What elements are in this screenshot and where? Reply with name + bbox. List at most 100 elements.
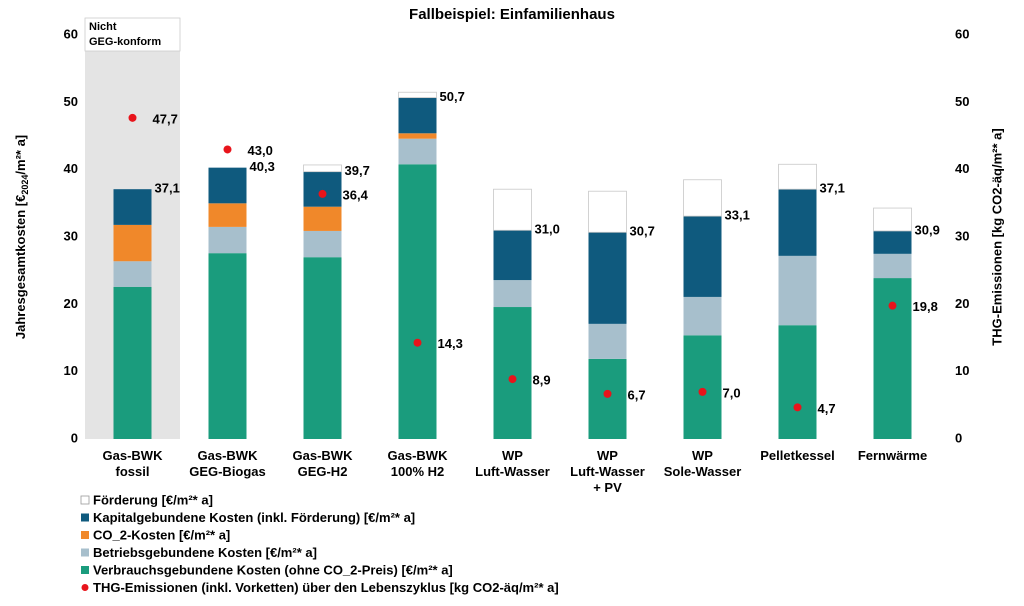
x-tick-label-line: Gas-BWK	[198, 448, 259, 463]
total-label: 30,9	[915, 222, 940, 237]
bar-segment	[398, 97, 437, 134]
bar-segment	[683, 216, 722, 297]
legend-label: Betriebsgebundene Kosten [€/m²* a]	[93, 545, 317, 560]
emission-point	[318, 189, 327, 198]
x-tick-label: Gas-BWK GEG-H2	[293, 448, 354, 479]
y-tick-label: 30	[64, 228, 78, 243]
annotation: GEG-konform	[89, 36, 161, 48]
y2-tick-label: 50	[955, 94, 969, 109]
legend-marker	[81, 531, 89, 539]
y-tick-label: 10	[64, 363, 78, 378]
total-label: 37,1	[155, 181, 180, 196]
emission-point	[128, 113, 137, 122]
x-tick-label-line: Fernwärme	[858, 448, 927, 463]
legend-marker	[80, 495, 90, 505]
x-tick-label-line: Sole-Wasser	[664, 464, 742, 479]
y-tick-label: 20	[64, 296, 78, 311]
y-tick-label: 60	[64, 26, 78, 41]
x-tick-label-line: WP	[597, 448, 618, 463]
x-tick-label: Gas-BWK fossil	[103, 448, 164, 479]
x-tick-label: Pelletkessel	[760, 448, 834, 463]
y2-axis-title: THG-Emissionen [kg CO2-äq/m²* a]	[989, 128, 1004, 345]
x-tick-label-line: Pelletkessel	[760, 448, 834, 463]
x-tick-label-line: Luft-Wasser	[475, 464, 550, 479]
emission-point	[888, 301, 897, 310]
legend-marker	[81, 584, 89, 591]
bar-segment	[303, 206, 342, 231]
bar-segment	[398, 164, 437, 439]
bar-segment	[113, 261, 152, 287]
bar-segment	[778, 189, 817, 256]
x-tick-label-line: Gas-BWK	[293, 448, 354, 463]
y2-tick-label: 40	[955, 161, 969, 176]
x-tick-label: WP Sole-Wasser	[664, 448, 742, 479]
emission-label: 43,0	[248, 143, 273, 158]
bar-segment	[683, 335, 722, 439]
emission-point	[603, 389, 612, 398]
bar-segment	[398, 138, 437, 165]
emission-label: 14,3	[438, 336, 463, 351]
x-tick-label-line: 100% H2	[391, 464, 444, 479]
legend: Förderung [€/m²* a] Kapitalgebundene Kost…	[80, 492, 559, 595]
x-tick-label: Fernwärme	[858, 448, 927, 463]
legend-label: Verbrauchsgebundene Kosten (ohne CO_2-Pr…	[93, 562, 453, 577]
total-label: 39,7	[345, 163, 370, 178]
total-label: 37,1	[820, 181, 845, 196]
y-axis-title-part: 2024	[20, 175, 30, 195]
y2-tick-label: 10	[955, 363, 969, 378]
bar-segment	[113, 286, 152, 439]
bar-segment	[588, 358, 627, 439]
bar-segment	[398, 133, 437, 139]
bar-segment	[113, 189, 152, 225]
emission-label: 36,4	[343, 187, 369, 202]
chart-title: Fallbeispiel: Einfamilienhaus	[409, 6, 615, 23]
bar-segment	[493, 280, 532, 308]
x-tick-label-line: WP	[692, 448, 713, 463]
x-tick-label-line: fossil	[116, 464, 150, 479]
y2-tick-label: 60	[955, 26, 969, 41]
total-label: 40,3	[250, 159, 275, 174]
x-tick-label: Gas-BWK GEG-Biogas	[189, 448, 266, 479]
x-tick-label: Gas-BWK 100% H2	[388, 448, 449, 479]
bar-segment	[113, 224, 152, 262]
legend-marker	[81, 548, 89, 557]
bar-segment	[303, 230, 342, 258]
emission-label: 4,7	[818, 401, 836, 416]
bar-segment	[683, 296, 722, 336]
x-tick-label-line: WP	[502, 448, 523, 463]
emission-label: 8,9	[533, 373, 551, 388]
emission-label: 7,0	[723, 385, 741, 400]
bar-segment	[873, 253, 912, 279]
bar-segment	[778, 325, 817, 439]
total-label: 50,7	[440, 89, 465, 104]
bar-segment	[303, 164, 342, 173]
bar-segment	[208, 203, 247, 227]
x-tick-label-line: + PV	[593, 480, 622, 495]
emission-label: 47,7	[153, 111, 178, 126]
bar-segment	[588, 323, 627, 359]
bar-segment	[588, 232, 627, 324]
emission-point	[508, 375, 517, 384]
bar-segment	[588, 190, 627, 233]
bar-segment	[303, 171, 342, 207]
bar-segment	[493, 230, 532, 281]
legend-marker	[81, 513, 89, 522]
emission-label: 19,8	[913, 299, 938, 314]
total-label: 31,0	[535, 222, 560, 237]
total-label: 33,1	[725, 208, 750, 223]
bar-segment	[208, 253, 247, 439]
x-tick-label: WP Luft-Wasser + PV	[570, 448, 645, 495]
bar-segment	[398, 91, 437, 99]
legend-marker	[81, 566, 89, 574]
legend-label: THG-Emissionen (inkl. Vorketten) über de…	[93, 580, 559, 595]
x-tick-label-line: Gas-BWK	[103, 448, 164, 463]
bar-segment	[208, 226, 247, 254]
emission-point	[413, 338, 422, 347]
legend-label: Kapitalgebundene Kosten (inkl. Förderung…	[93, 510, 415, 525]
annotation-box	[84, 17, 181, 52]
y-tick-label: 40	[64, 161, 78, 176]
bar-segment	[873, 230, 912, 254]
x-tick-label-line: GEG-Biogas	[189, 464, 266, 479]
